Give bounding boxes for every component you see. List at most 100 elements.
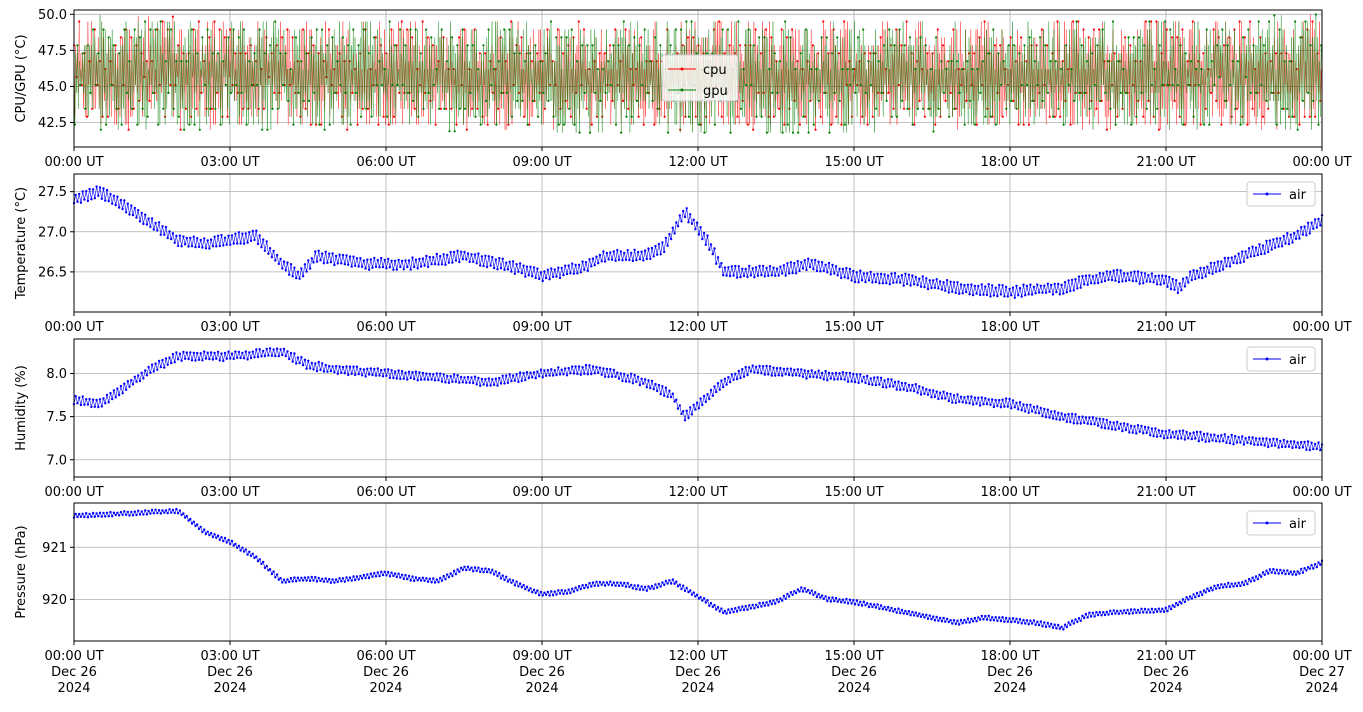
data-point	[1275, 123, 1278, 126]
data-point	[773, 52, 776, 55]
data-point	[192, 28, 195, 31]
data-point	[124, 513, 128, 516]
data-point	[748, 366, 751, 369]
data-point	[869, 270, 872, 274]
data-point	[439, 576, 442, 580]
data-point	[777, 600, 780, 604]
data-point	[711, 605, 714, 609]
data-point	[133, 510, 136, 513]
data-point	[442, 253, 445, 256]
data-point	[305, 579, 308, 582]
data-point	[435, 372, 438, 375]
data-point	[402, 377, 405, 380]
data-point	[713, 123, 717, 126]
data-point	[1041, 625, 1044, 628]
data-point	[451, 36, 454, 39]
data-point	[755, 115, 758, 118]
data-point	[1304, 20, 1307, 23]
data-point	[1074, 413, 1077, 416]
data-point	[1280, 245, 1284, 248]
data-point	[786, 262, 789, 265]
data-point	[737, 606, 740, 609]
data-point	[807, 369, 810, 373]
data-point	[958, 91, 961, 94]
data-point	[1231, 60, 1234, 63]
data-point	[1216, 583, 1220, 587]
data-point	[437, 263, 440, 266]
data-point	[971, 403, 975, 406]
data-point	[314, 575, 317, 579]
data-point	[154, 221, 157, 225]
data-point	[258, 558, 261, 561]
data-point	[794, 272, 798, 275]
data-point	[671, 392, 674, 395]
data-point	[234, 350, 237, 353]
data-point	[104, 68, 107, 71]
data-point	[328, 252, 331, 255]
data-point	[536, 370, 539, 373]
data-point	[730, 607, 733, 611]
data-point	[935, 615, 938, 619]
data-point	[906, 282, 909, 286]
data-point	[149, 371, 152, 374]
data-point	[949, 619, 952, 622]
x-tick-date-label: 2024	[993, 681, 1026, 696]
data-point	[321, 362, 324, 365]
data-point	[267, 252, 270, 255]
data-point	[1291, 115, 1294, 118]
data-point	[1221, 268, 1225, 271]
data-point	[1039, 284, 1043, 287]
data-point	[193, 123, 196, 126]
data-point	[1103, 279, 1107, 283]
data-point	[975, 620, 978, 623]
data-point	[501, 374, 504, 377]
data-point	[715, 608, 718, 611]
data-point	[1225, 441, 1228, 444]
data-point	[822, 597, 825, 601]
data-point	[288, 273, 291, 276]
data-point	[1131, 612, 1135, 615]
data-point	[610, 584, 614, 587]
data-point	[553, 590, 556, 593]
data-point	[88, 512, 91, 516]
data-point	[843, 123, 847, 126]
data-point	[630, 115, 633, 118]
data-point	[1065, 420, 1069, 424]
data-point	[899, 611, 902, 615]
data-point	[1252, 44, 1255, 47]
data-point	[380, 570, 383, 573]
data-point	[683, 589, 687, 593]
data-point	[1176, 291, 1180, 295]
data-point	[450, 107, 453, 110]
data-point	[888, 609, 891, 612]
data-point	[950, 60, 953, 63]
data-point	[841, 598, 845, 601]
data-point	[435, 68, 438, 71]
data-point	[392, 574, 395, 578]
legend: air	[1246, 510, 1316, 536]
data-point	[395, 268, 398, 271]
data-point	[1001, 284, 1004, 287]
data-point	[83, 198, 86, 201]
data-point	[1314, 13, 1317, 16]
data-point	[1067, 279, 1070, 282]
data-point	[942, 91, 946, 94]
data-point	[294, 36, 298, 39]
data-point	[614, 375, 617, 378]
data-point	[966, 617, 970, 620]
data-point	[760, 605, 763, 608]
data-point	[668, 579, 671, 582]
data-point	[319, 259, 322, 262]
data-point	[770, 374, 773, 377]
data-point	[1046, 408, 1050, 411]
data-point	[109, 192, 112, 196]
data-point	[585, 107, 588, 110]
data-point	[754, 603, 758, 606]
data-point	[687, 590, 690, 594]
data-point	[123, 510, 126, 513]
legend-marker-air	[1265, 357, 1269, 361]
data-point	[416, 267, 419, 270]
data-point	[1306, 566, 1310, 569]
data-point	[1060, 412, 1063, 415]
data-point	[656, 586, 659, 589]
